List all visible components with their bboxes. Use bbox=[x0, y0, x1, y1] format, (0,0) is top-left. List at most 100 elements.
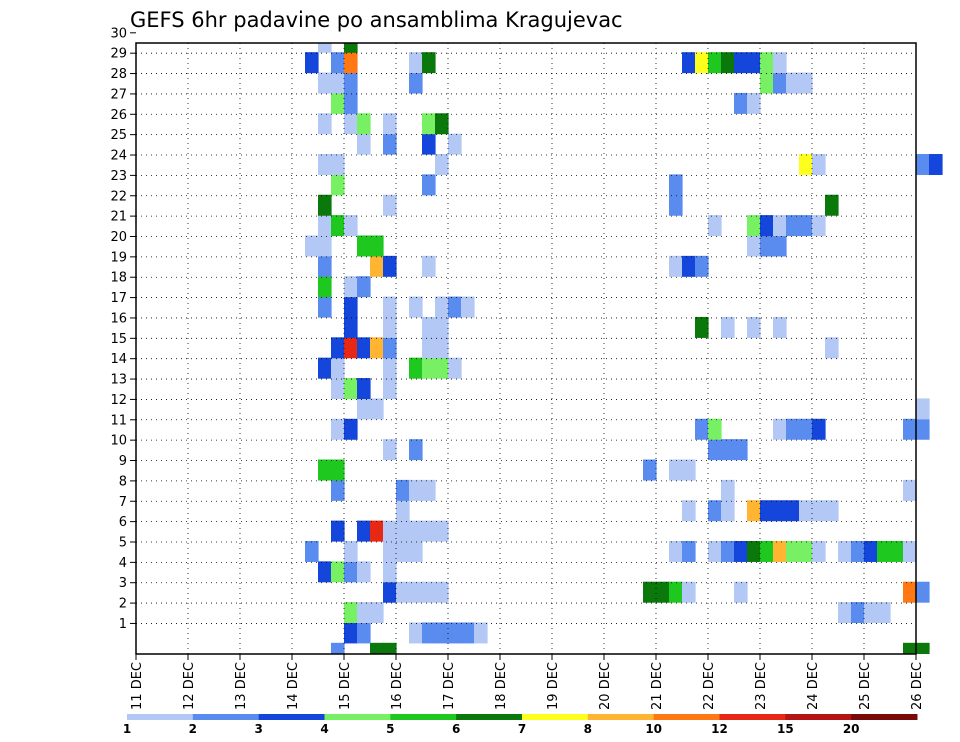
heatmap-cell bbox=[396, 581, 410, 603]
heatmap-cell bbox=[773, 316, 787, 338]
legend-label: 10 bbox=[645, 722, 662, 736]
y-tick-label: 27 bbox=[110, 87, 127, 102]
heatmap-cell bbox=[747, 215, 761, 237]
heatmap-cell bbox=[435, 154, 449, 175]
x-tick-label: 15 DEC bbox=[338, 662, 353, 710]
heatmap-cell bbox=[864, 540, 878, 562]
heatmap-cell bbox=[799, 540, 813, 562]
heatmap-cell bbox=[721, 540, 735, 562]
y-tick-label: 9 bbox=[119, 454, 127, 469]
heatmap-cell bbox=[838, 602, 852, 624]
heatmap-cell bbox=[344, 540, 358, 562]
heatmap-cell bbox=[318, 113, 332, 135]
heatmap-cell bbox=[435, 113, 449, 135]
legend-label: 2 bbox=[189, 722, 197, 736]
x-tick-label: 23 DEC bbox=[754, 662, 769, 710]
heatmap-cell bbox=[747, 92, 761, 114]
heatmap-cell bbox=[812, 500, 826, 522]
heatmap-cell bbox=[734, 439, 748, 461]
heatmap-cell bbox=[383, 357, 397, 379]
legend-swatch bbox=[127, 714, 194, 720]
y-tick-label: 15 bbox=[110, 332, 127, 347]
heatmap-cell bbox=[383, 113, 397, 135]
y-tick-label: 7 bbox=[119, 495, 127, 510]
legend-swatch bbox=[324, 714, 391, 720]
heatmap-cell bbox=[448, 296, 462, 318]
heatmap-cell bbox=[318, 194, 332, 216]
y-tick-label: 23 bbox=[110, 169, 127, 184]
y-tick-label: 14 bbox=[110, 352, 127, 367]
heatmap-cell bbox=[734, 581, 748, 603]
heatmap-cell bbox=[773, 215, 787, 237]
heatmap-cell bbox=[825, 337, 839, 359]
heatmap-cell bbox=[344, 113, 358, 135]
heatmap-cell bbox=[760, 540, 774, 562]
heatmap-cell bbox=[708, 500, 722, 522]
y-tick-label: 4 bbox=[119, 556, 127, 571]
y-tick-label: 19 bbox=[110, 250, 127, 265]
heatmap-cell bbox=[721, 439, 735, 461]
heatmap-cell bbox=[331, 72, 345, 94]
heatmap-cell bbox=[786, 72, 800, 94]
heatmap-cell bbox=[383, 194, 397, 216]
heatmap-cell bbox=[448, 133, 462, 155]
heatmap-cell bbox=[318, 276, 332, 298]
heatmap-cell bbox=[682, 500, 696, 522]
heatmap-cell bbox=[786, 418, 800, 440]
heatmap-cell bbox=[370, 520, 384, 542]
heatmap-cell bbox=[409, 296, 423, 318]
heatmap-cell bbox=[747, 316, 761, 338]
heatmap-cell bbox=[396, 520, 410, 542]
heatmap-cell bbox=[812, 418, 826, 440]
heatmap-cell bbox=[643, 459, 657, 481]
heatmap-cell bbox=[344, 378, 358, 400]
heatmap-cell bbox=[344, 72, 358, 94]
legend-swatch bbox=[653, 714, 720, 720]
heatmap-cell bbox=[656, 581, 670, 603]
heatmap-cell bbox=[344, 215, 358, 237]
y-tick-label: 30 bbox=[110, 26, 127, 41]
heatmap-cell bbox=[331, 154, 345, 175]
heatmap-cell bbox=[461, 296, 475, 318]
heatmap-cell bbox=[357, 113, 371, 135]
heatmap-cell bbox=[344, 316, 358, 338]
legend-swatch bbox=[522, 714, 589, 720]
heatmap-cell bbox=[344, 602, 358, 624]
heatmap-cell bbox=[318, 215, 332, 237]
heatmap-cell bbox=[383, 296, 397, 318]
heatmap-cell bbox=[357, 561, 371, 583]
heatmap-cell bbox=[357, 398, 371, 420]
heatmap-cell bbox=[331, 378, 345, 400]
heatmap-cell bbox=[331, 459, 345, 481]
heatmap-cell bbox=[383, 540, 397, 562]
heatmap-cell bbox=[422, 479, 436, 501]
heatmap-cell bbox=[370, 642, 384, 654]
heatmap-cell bbox=[435, 296, 449, 318]
y-tick-label: 11 bbox=[110, 413, 127, 428]
heatmap-cell bbox=[864, 602, 878, 624]
heatmap-cell bbox=[747, 500, 761, 522]
y-tick-label: 2 bbox=[119, 597, 127, 612]
y-tick-label: 29 bbox=[110, 47, 127, 62]
heatmap-cell bbox=[357, 602, 371, 624]
heatmap-cell bbox=[383, 439, 397, 461]
heatmap-cell bbox=[708, 52, 722, 74]
heatmap-cell bbox=[409, 52, 423, 74]
x-tick-label: 14 DEC bbox=[286, 662, 301, 710]
heatmap-cell bbox=[396, 540, 410, 562]
y-tick-label: 8 bbox=[119, 474, 127, 489]
heatmap-cells bbox=[305, 43, 943, 654]
heatmap-cell bbox=[409, 540, 423, 562]
heatmap-cell bbox=[799, 418, 813, 440]
heatmap-cell bbox=[877, 540, 891, 562]
heatmap-cell bbox=[383, 561, 397, 583]
heatmap-cell bbox=[643, 581, 657, 603]
heatmap-cell bbox=[669, 255, 683, 277]
heatmap-cell bbox=[799, 215, 813, 237]
heatmap-cell bbox=[344, 561, 358, 583]
heatmap-cell bbox=[331, 642, 345, 654]
heatmap-cell bbox=[409, 520, 423, 542]
x-tick-label: 12 DEC bbox=[182, 662, 197, 710]
y-tick-label: 22 bbox=[110, 189, 127, 204]
